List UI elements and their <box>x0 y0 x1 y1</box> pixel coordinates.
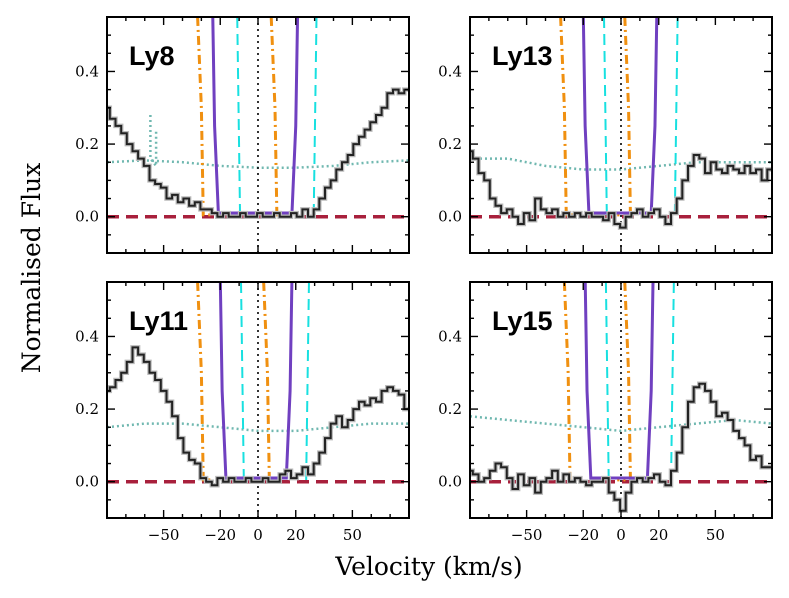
y-tick-label: 0.2 <box>75 135 99 153</box>
orange-component-1 <box>196 282 213 482</box>
panel-label: Ly15 <box>492 306 553 336</box>
cyan-component-2 <box>673 17 679 217</box>
orange-component-1 <box>562 282 580 482</box>
y-tick-label: 0.0 <box>75 208 99 226</box>
x-tick-label: −50 <box>148 526 180 544</box>
total-fit <box>581 17 659 215</box>
orange-component-1 <box>559 17 576 217</box>
x-tick-label: −20 <box>204 526 236 544</box>
y-tick-label: 0.2 <box>75 400 99 418</box>
y-tick-label: 0.2 <box>438 135 462 153</box>
orange-component-2 <box>617 17 632 217</box>
data-spectrum-shadow <box>470 381 772 513</box>
data-spectrum <box>107 88 409 218</box>
cyan-component-2 <box>312 17 318 217</box>
x-tick-label: 20 <box>286 526 305 544</box>
y-tick-label: 0.0 <box>75 473 99 491</box>
cyan-component-1 <box>236 17 242 217</box>
x-tick-label: −20 <box>567 526 599 544</box>
x-tick-label: 0 <box>616 526 626 544</box>
plot-area <box>107 282 409 518</box>
panel-label: Ly8 <box>129 41 175 71</box>
y-tick-label: 0.4 <box>438 62 462 80</box>
data-spectrum <box>470 382 772 512</box>
x-tick-label: −50 <box>511 526 543 544</box>
x-tick-label: 0 <box>253 526 263 544</box>
total-fit <box>583 282 655 480</box>
plot-area <box>107 17 409 253</box>
total-fit <box>211 17 300 215</box>
x-tick-label: 20 <box>649 526 668 544</box>
y-tick-label: 0.4 <box>438 327 462 345</box>
x-tick-label: 50 <box>343 526 362 544</box>
error-spectrum <box>470 157 772 171</box>
cyan-component-1 <box>604 282 610 482</box>
plot-area <box>470 17 772 253</box>
panel-ly8: 0.0 0.2 0.4 Ly8 <box>75 16 410 254</box>
y-tick-label: 0.0 <box>438 473 462 491</box>
orange-component-2 <box>263 17 279 217</box>
data-spectrum-shadow <box>107 87 409 219</box>
x-tick-label: 50 <box>706 526 725 544</box>
data-spectrum <box>107 346 409 487</box>
y-tick-label: 0.2 <box>438 400 462 418</box>
panels-group: 0.0 0.2 0.4 Ly8 0.0 0.2 0.4 Ly13 0.0 0.2 0.4 −50 −20… <box>75 16 773 544</box>
cyan-component-2 <box>305 282 310 482</box>
y-tick-label: 0.4 <box>75 327 99 345</box>
error-spectrum <box>107 422 409 433</box>
cyan-component-2 <box>670 282 675 482</box>
y-axis-title: Normalised Flux <box>17 163 46 374</box>
panel-ly15: 0.0 0.2 0.4 −50 −20 0 20 50 Ly15 <box>438 281 773 544</box>
cyan-component-1 <box>603 17 608 217</box>
plot-area <box>470 282 772 518</box>
panel-label: Ly13 <box>492 41 553 71</box>
y-tick-label: 0.4 <box>75 62 99 80</box>
x-axis-title: Velocity (km/s) <box>334 552 522 581</box>
cyan-component-1 <box>240 282 245 482</box>
orange-component-1 <box>196 17 213 217</box>
data-spectrum <box>470 150 772 229</box>
orange-component-2 <box>617 282 632 482</box>
error-spectrum <box>470 415 772 433</box>
error-spike <box>149 115 158 170</box>
panel-label: Ly11 <box>129 306 188 336</box>
total-fit <box>218 282 294 480</box>
panel-ly11: 0.0 0.2 0.4 −50 −20 0 20 50 Ly11 <box>75 281 410 544</box>
y-tick-label: 0.0 <box>438 208 462 226</box>
panel-ly13: 0.0 0.2 0.4 Ly13 <box>438 16 773 254</box>
